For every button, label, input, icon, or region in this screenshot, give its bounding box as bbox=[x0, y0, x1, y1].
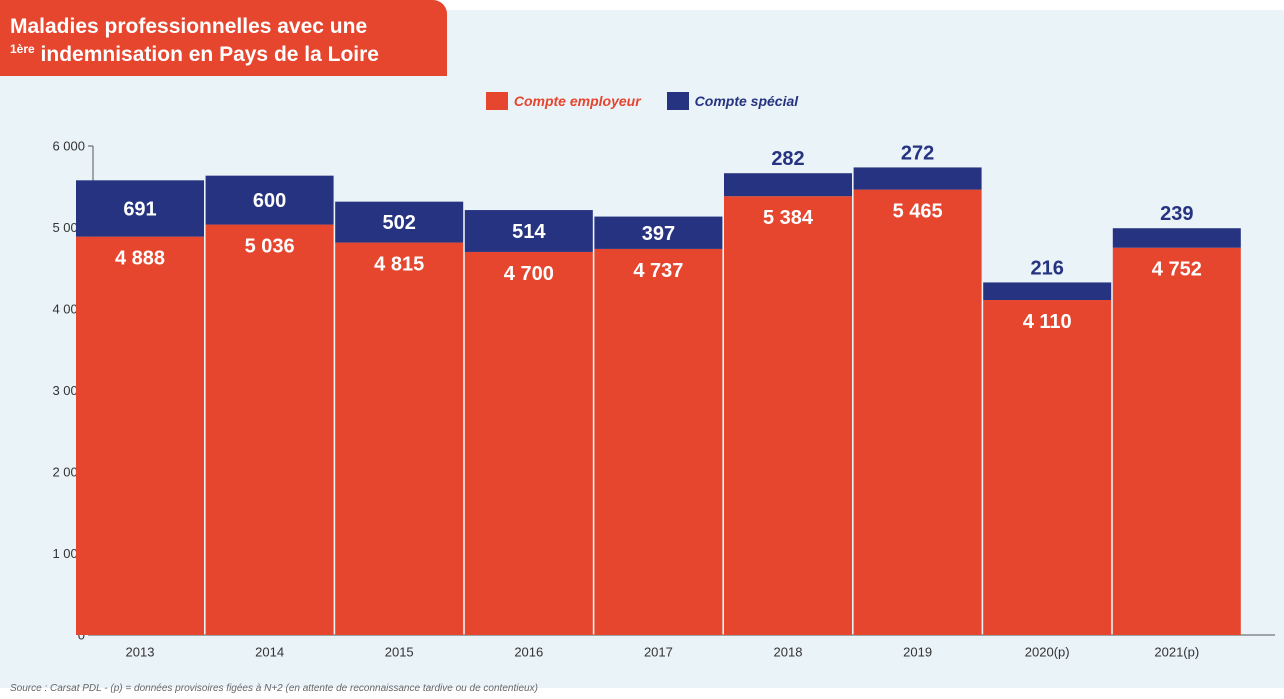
bar-special bbox=[76, 180, 204, 237]
bar-employeur bbox=[76, 236, 204, 636]
bar-employeur bbox=[983, 300, 1112, 635]
legend-swatch-special bbox=[666, 92, 689, 110]
legend: Compte employeur Compte spécial bbox=[0, 92, 1284, 110]
x-tick-label: 2021(p) bbox=[1154, 645, 1199, 660]
bar-special bbox=[335, 201, 464, 243]
y-tick-label: 6 000 bbox=[52, 139, 85, 154]
data-label-special: 502 bbox=[383, 212, 416, 234]
data-label-special: 397 bbox=[642, 223, 675, 245]
title-line-2-text: indemnisation en Pays de la Loire bbox=[40, 43, 379, 66]
bar-employeur bbox=[464, 251, 593, 635]
bar-special bbox=[1112, 228, 1241, 248]
title-line-2: 1ère indemnisation en Pays de la Loire bbox=[10, 41, 447, 69]
x-tick-label: 2013 bbox=[126, 645, 155, 660]
data-label-employeur: 4 110 bbox=[1023, 311, 1072, 333]
legend-label-special: Compte spécial bbox=[694, 93, 799, 109]
bar-employeur bbox=[594, 248, 723, 635]
data-label-employeur: 5 465 bbox=[893, 201, 943, 223]
data-label-employeur: 4 815 bbox=[374, 254, 424, 276]
bar-employeur bbox=[205, 224, 334, 636]
x-tick-label: 2014 bbox=[255, 645, 284, 660]
x-tick-label: 2018 bbox=[774, 645, 803, 660]
bar-employeur bbox=[724, 196, 852, 636]
data-label-special: 600 bbox=[253, 190, 286, 212]
legend-swatch-employeur bbox=[485, 92, 508, 110]
bar-employeur bbox=[853, 189, 982, 636]
source-note: Source : Carsat PDL - (p) = données prov… bbox=[10, 683, 538, 694]
data-label-special: 216 bbox=[1031, 257, 1064, 279]
data-label-special: 272 bbox=[901, 142, 934, 164]
data-label-employeur: 5 036 bbox=[245, 236, 295, 258]
bar-employeur bbox=[335, 242, 464, 635]
x-tick-label: 2019 bbox=[903, 645, 932, 660]
legend-item-employeur: Compte employeur bbox=[485, 92, 641, 110]
bar-special bbox=[594, 216, 723, 249]
x-tick-label: 2020(p) bbox=[1025, 645, 1070, 660]
x-tick-label: 2015 bbox=[385, 645, 414, 660]
title-line-1: Maladies professionnelles avec une bbox=[10, 15, 368, 38]
chart-title: Maladies professionnelles avec une 1ère … bbox=[0, 0, 447, 76]
bar-special bbox=[464, 210, 593, 252]
bar-special bbox=[853, 167, 982, 190]
data-label-employeur: 4 888 bbox=[115, 248, 165, 270]
data-label-special: 282 bbox=[771, 148, 804, 170]
bar-employeur bbox=[1112, 247, 1241, 635]
bar-special bbox=[724, 173, 852, 197]
legend-item-special: Compte spécial bbox=[666, 92, 799, 110]
data-label-employeur: 5 384 bbox=[763, 207, 814, 229]
title-superscript: 1ère bbox=[10, 42, 35, 56]
data-label-employeur: 4 700 bbox=[504, 263, 554, 285]
data-label-employeur: 4 737 bbox=[633, 260, 683, 282]
x-tick-label: 2017 bbox=[644, 645, 673, 660]
data-label-special: 239 bbox=[1160, 203, 1193, 225]
x-tick-label: 2016 bbox=[514, 645, 543, 660]
bar-special bbox=[205, 175, 334, 225]
data-label-special: 514 bbox=[512, 221, 546, 243]
data-label-special: 691 bbox=[123, 198, 156, 220]
legend-label-employeur: Compte employeur bbox=[513, 93, 641, 109]
bar-special bbox=[983, 282, 1112, 301]
data-label-employeur: 4 752 bbox=[1152, 259, 1202, 281]
